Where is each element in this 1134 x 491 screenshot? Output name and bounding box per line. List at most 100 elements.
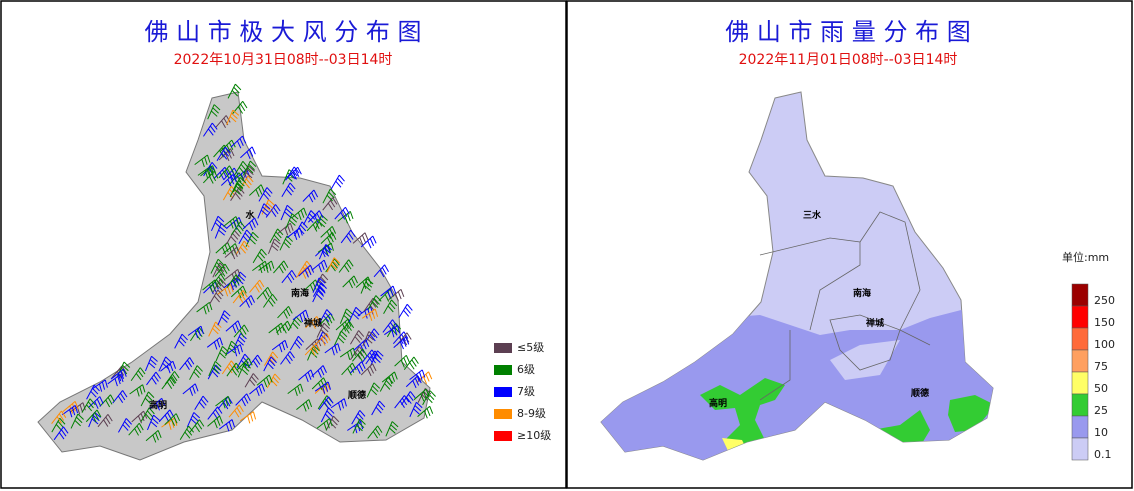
wind-barb [279, 235, 293, 251]
legend-swatch [494, 343, 512, 353]
wind-barb [333, 330, 348, 346]
legend-swatch [1071, 283, 1089, 307]
wind-barb [85, 409, 102, 423]
wind-barb [51, 417, 66, 433]
wind-barb [316, 322, 331, 338]
wind-barb [164, 413, 181, 426]
rain-zones [601, 300, 993, 460]
wind-barb [422, 390, 436, 406]
legend-swatch [494, 431, 512, 441]
wind-barb [334, 206, 350, 220]
wind-barb [360, 278, 374, 294]
wind-barb [91, 379, 108, 392]
wind-barb [352, 232, 369, 245]
wind-barb [230, 285, 247, 299]
wind-barb [292, 309, 309, 323]
legend-swatch [1071, 327, 1089, 351]
wind-barb [242, 217, 259, 231]
wind-barb [352, 348, 368, 362]
wind-barb [223, 216, 240, 229]
wind-barb [348, 306, 362, 323]
wind-barb [226, 217, 243, 230]
wind-barb [210, 215, 225, 231]
legend-swatch [494, 409, 512, 419]
wind-barb [325, 415, 340, 431]
wind-barb [318, 244, 332, 260]
wind-barb [266, 373, 281, 389]
wind-barb [97, 414, 113, 428]
wind-barb [314, 333, 331, 346]
wind-barb [281, 270, 297, 284]
wind-barb [258, 260, 275, 273]
wind-barb [189, 365, 203, 380]
wind-barb [365, 350, 381, 365]
place-label: 高明 [709, 397, 727, 409]
wind-barb [286, 227, 303, 240]
wind-barb [224, 246, 241, 260]
wind-barb [239, 295, 255, 308]
wind-barb [318, 309, 333, 324]
wind-barb [140, 391, 155, 407]
wind-barb [285, 213, 299, 229]
wind-barb [203, 122, 218, 137]
wind-barb [405, 375, 422, 389]
wind-barb [194, 154, 211, 168]
wind-barb [307, 210, 324, 224]
wind-barb [338, 259, 354, 273]
wind-barb [174, 333, 188, 349]
wind-barb [257, 203, 271, 219]
wind-barb [273, 260, 289, 274]
wind-barb [53, 426, 69, 441]
wind-barb [225, 320, 242, 333]
wind-barb [312, 282, 327, 297]
left-frame [0, 0, 567, 489]
legend-swatch [494, 387, 512, 397]
wind-barb [218, 165, 234, 179]
wind-barb [383, 299, 398, 315]
wind-barb [218, 419, 236, 432]
wind-barb [351, 409, 366, 425]
wind-barb [306, 218, 323, 232]
wind-barb [316, 418, 333, 431]
legend-label: 25 [1094, 404, 1108, 417]
wind-barb [365, 328, 380, 343]
wind-barb [261, 199, 275, 215]
wind-barb [339, 320, 355, 335]
wind-barb [240, 146, 256, 160]
rain-zone [948, 395, 993, 432]
wind-barb [144, 355, 158, 372]
wind-barb [179, 425, 195, 440]
wind-barb [196, 302, 213, 315]
wind-barb [197, 165, 214, 178]
legend-swatch [1071, 371, 1089, 395]
wind-barb [286, 166, 302, 180]
wind-barb [252, 260, 269, 274]
wind-barb [318, 396, 334, 410]
wind-barb [340, 229, 356, 244]
legend-label: 100 [1094, 338, 1115, 351]
place-label: 水 [245, 209, 255, 221]
wind-barb [187, 325, 204, 339]
wind-barb [352, 418, 366, 434]
wind-barb [249, 383, 266, 397]
place-label: 禅城 [865, 317, 884, 329]
wind-barb [341, 362, 357, 376]
wind-barb [239, 175, 254, 190]
wind-barb [209, 289, 224, 305]
wind-barb [107, 373, 124, 387]
wind-barb [226, 274, 242, 288]
wind-barb [230, 135, 247, 149]
legend-label: 0.1 [1094, 448, 1112, 461]
wind-barb [373, 264, 390, 278]
wind-barb [361, 308, 379, 321]
wind-barb [160, 360, 177, 374]
wind-barb [392, 331, 409, 345]
place-label: 高明 [149, 399, 167, 411]
wind-barb [367, 295, 382, 310]
wind-barb [363, 297, 379, 312]
wind-barb [194, 395, 209, 411]
wind-barb [226, 109, 240, 125]
wind-barb [207, 415, 224, 429]
legend-label: 10 [1094, 426, 1108, 439]
